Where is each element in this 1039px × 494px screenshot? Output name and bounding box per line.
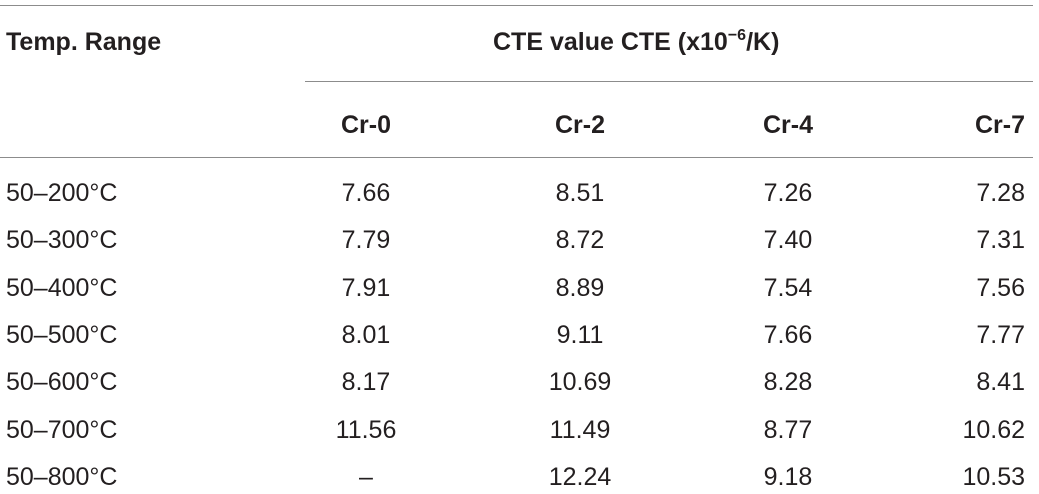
group-header-prefix: CTE value CTE (x10 (493, 28, 728, 56)
header-rule (0, 157, 1033, 158)
cell-value: 8.51 (555, 179, 605, 207)
cell-value: 8.41 (976, 368, 1025, 396)
cell-value: 10.69 (548, 368, 612, 396)
row-label-temp-range: 50–200°C (6, 179, 118, 207)
group-header-exponent: −6 (727, 27, 747, 44)
cell-value: 12.24 (548, 463, 612, 491)
cell-value: 7.31 (976, 226, 1025, 254)
cell-value: 7.56 (976, 274, 1025, 302)
group-rule (305, 81, 1033, 82)
cell-value: 7.91 (341, 274, 391, 302)
cell-value: 8.89 (555, 274, 605, 302)
row-label-temp-range: 50–800°C (6, 463, 118, 491)
group-header: CTE value CTE (x10−6/K) (493, 27, 779, 57)
cell-value: 9.11 (556, 321, 604, 349)
cell-value: 10.53 (962, 463, 1025, 491)
row-label-temp-range: 50–600°C (6, 368, 118, 396)
column-header-cr0: Cr-0 (340, 111, 391, 139)
cell-value: 7.54 (763, 274, 813, 302)
row-label-temp-range: 50–700°C (6, 416, 118, 444)
cell-value: 9.18 (763, 463, 813, 491)
cell-value: 8.17 (341, 368, 391, 396)
cell-value: 7.66 (763, 321, 813, 349)
cell-value: 7.66 (341, 179, 391, 207)
cell-value: 7.40 (763, 226, 813, 254)
cell-value: 8.77 (763, 416, 813, 444)
cell-value: 8.01 (341, 321, 391, 349)
cell-value: 8.28 (763, 368, 813, 396)
cell-value: 8.72 (555, 226, 605, 254)
column-header-cr2: Cr-2 (554, 111, 605, 139)
cell-value: 7.26 (763, 179, 813, 207)
cell-value: 7.28 (976, 179, 1025, 207)
row-header-label: Temp. Range (6, 28, 162, 56)
column-header-cr7: Cr-7 (974, 111, 1025, 139)
cell-value: – (359, 463, 373, 491)
row-label-temp-range: 50–500°C (6, 321, 118, 349)
row-label-temp-range: 50–400°C (6, 274, 118, 302)
cell-value: 7.79 (341, 226, 391, 254)
cell-value: 11.49 (549, 416, 611, 444)
column-header-cr4: Cr-4 (762, 111, 813, 139)
cell-value: 11.56 (335, 416, 397, 444)
row-label-temp-range: 50–300°C (6, 226, 118, 254)
top-rule (0, 5, 1033, 6)
cell-value: 10.62 (962, 416, 1025, 444)
group-header-suffix: /K) (746, 28, 780, 56)
cell-value: 7.77 (976, 321, 1025, 349)
